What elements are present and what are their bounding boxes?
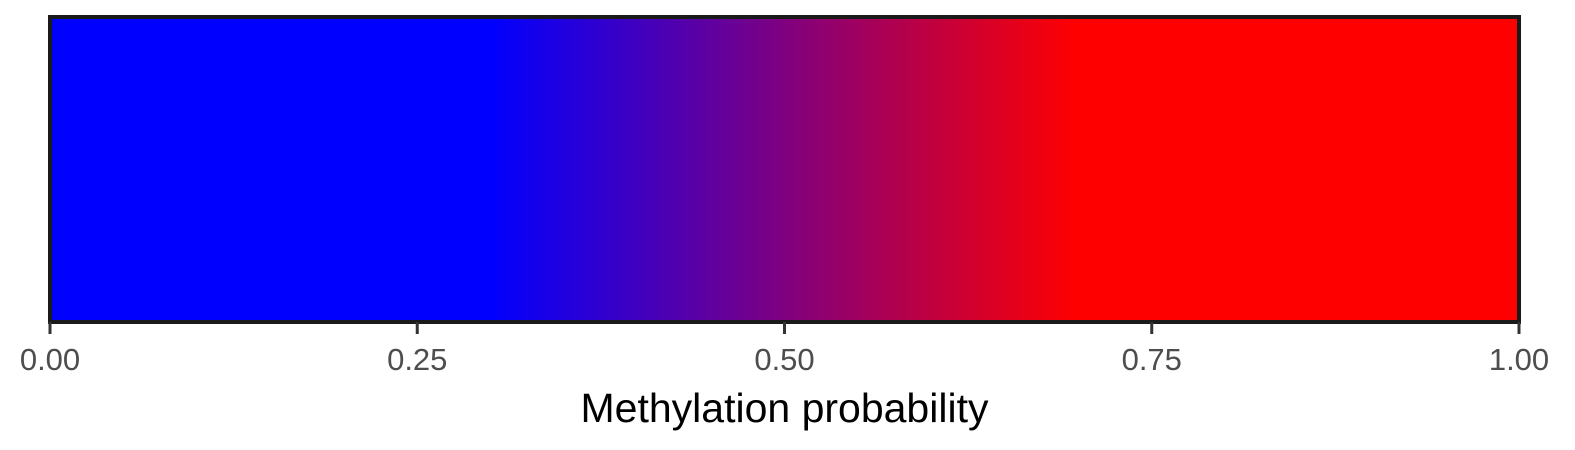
gradient-bar xyxy=(50,17,1519,322)
x-tick-label: 1.00 xyxy=(1489,342,1549,377)
x-axis-title: Methylation probability xyxy=(581,385,989,431)
x-tick-label: 0.50 xyxy=(754,342,814,377)
x-tick-label: 0.00 xyxy=(20,342,80,377)
x-axis: 0.00 0.25 0.50 0.75 1.00 xyxy=(20,322,1549,377)
x-tick-label: 0.75 xyxy=(1122,342,1182,377)
x-tick-label: 0.25 xyxy=(387,342,447,377)
